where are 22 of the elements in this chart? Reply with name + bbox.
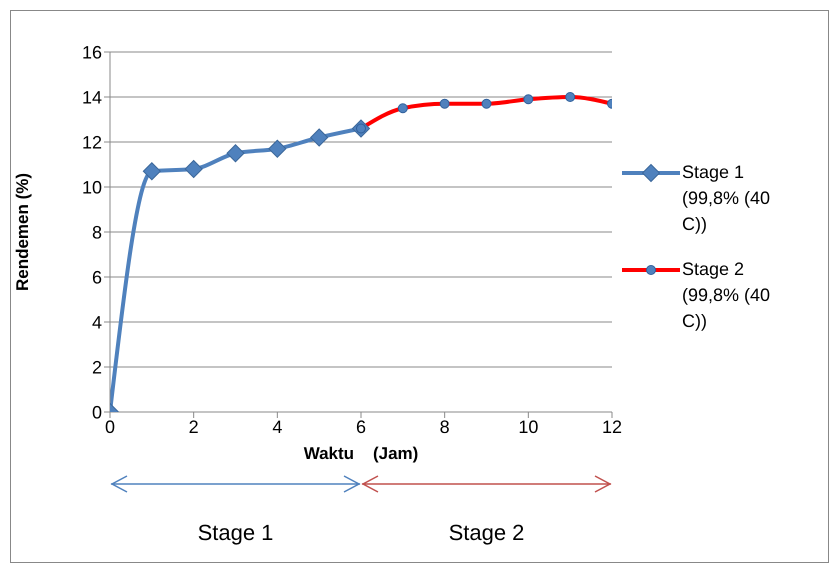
y-tick-label: 8 bbox=[92, 222, 102, 242]
legend-label: Stage 1 (99,8% (40 C)) bbox=[682, 161, 772, 236]
y-tick-label: 10 bbox=[82, 177, 102, 198]
x-axis-title: Waktu (Jam) bbox=[302, 444, 420, 464]
x-tick-label: 10 bbox=[518, 416, 538, 437]
y-tick-label: 2 bbox=[92, 357, 102, 378]
x-tick-label: 0 bbox=[104, 416, 116, 437]
y-tick-label: 14 bbox=[82, 87, 102, 108]
y-tick-label: 0 bbox=[92, 402, 102, 422]
y-tick-label: 12 bbox=[82, 132, 102, 152]
x-tick-label: 12 bbox=[602, 416, 622, 437]
text: Stage 2 bbox=[448, 520, 526, 546]
y-tick-label: 16 bbox=[82, 42, 102, 62]
x-tick-label: 6 bbox=[356, 416, 366, 437]
x-tick-label: 4 bbox=[272, 416, 282, 437]
legend-label: Stage 2 (99,8% (40 C)) bbox=[682, 258, 772, 333]
y-tick-label: 4 bbox=[92, 312, 102, 332]
x-tick-label: 2 bbox=[188, 416, 199, 437]
y-tick-label: 6 bbox=[92, 267, 102, 288]
x-tick-label: 8 bbox=[440, 416, 450, 437]
text: Stage 1 bbox=[196, 520, 274, 546]
y-axis-title: Rendemen (%) bbox=[13, 172, 33, 292]
